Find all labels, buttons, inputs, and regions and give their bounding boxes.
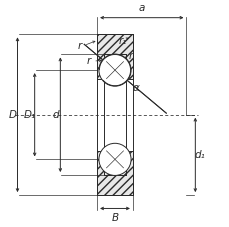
Bar: [97, 151, 132, 195]
Text: d: d: [52, 110, 58, 120]
Text: D₁: D₁: [24, 110, 36, 120]
Circle shape: [98, 143, 131, 175]
Bar: [97, 151, 132, 195]
Bar: [104, 152, 125, 175]
Text: d₁: d₁: [194, 150, 205, 160]
Text: r: r: [128, 51, 132, 61]
Text: α: α: [132, 83, 139, 93]
Bar: [97, 35, 132, 79]
Text: D: D: [8, 110, 16, 120]
Text: a: a: [138, 3, 144, 13]
Bar: [104, 54, 125, 77]
Bar: [97, 35, 132, 79]
Bar: [104, 152, 125, 175]
Text: B: B: [111, 213, 118, 223]
Text: r₁: r₁: [118, 36, 126, 46]
Text: r: r: [77, 41, 81, 51]
Text: r: r: [86, 56, 90, 66]
Bar: [104, 54, 125, 77]
Circle shape: [98, 54, 131, 86]
